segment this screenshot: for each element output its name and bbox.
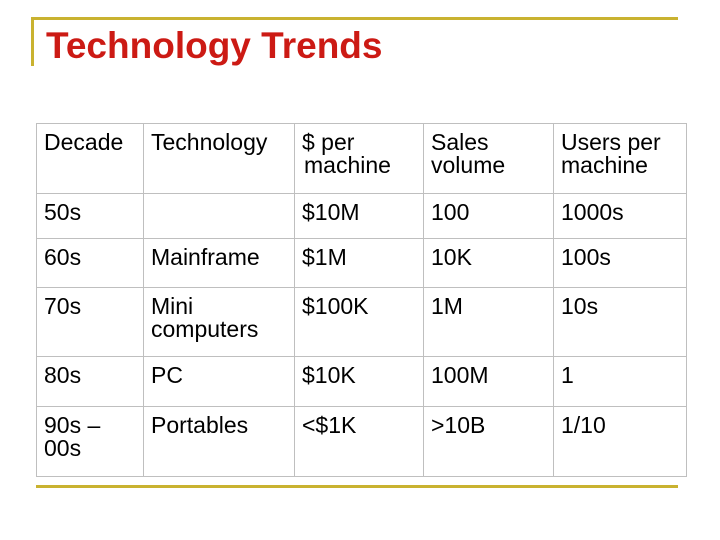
table-row: 50s $10M 100 1000s [36,193,687,239]
cell-decade-line1: 80s [44,362,82,388]
cell-price: $10K [294,356,424,407]
slide-title: Technology Trends [46,25,383,66]
header-users-per-machine: Users per machine [553,123,687,194]
cell-technology-line2: computers [151,316,259,342]
cell-technology [143,193,295,239]
cell-technology: Mainframe [143,238,295,288]
cell-users: 1/10 [553,406,687,477]
title-accent-rule-top [31,17,678,20]
cell-users: 1 [553,356,687,407]
cell-price: $100K [294,287,424,357]
header-price-line2: machine [304,152,391,178]
cell-technology: Mini computers [143,287,295,357]
table-row: 90s – 00s Portables <$1K >10B 1/10 [36,406,687,477]
header-sales-line2: volume [431,152,506,178]
cell-sales: 10K [423,238,554,288]
cell-decade-line1: 70s [44,293,82,319]
cell-decade: 60s [36,238,144,288]
cell-users: 100s [553,238,687,288]
cell-decade: 80s [36,356,144,407]
cell-decade: 70s [36,287,144,357]
cell-decade-line1: 90s – [44,412,101,438]
table-row: 70s Mini computers $100K 1M 10s [36,287,687,357]
table-header-row: Decade Technology $ per machine Sales vo… [36,123,687,194]
cell-decade-line1: 60s [44,244,82,270]
header-decade: Decade [36,123,144,194]
table-row: 80s PC $10K 100M 1 [36,356,687,407]
cell-technology-line1: Mainframe [151,244,260,270]
cell-sales: 100M [423,356,554,407]
header-users-line1: Users per [561,129,661,155]
header-price-line1: $ per [302,129,355,155]
cell-technology: Portables [143,406,295,477]
header-technology-label: Technology [151,129,268,155]
header-sales-volume: Sales volume [423,123,554,194]
cell-sales: >10B [423,406,554,477]
header-sales-line1: Sales [431,129,489,155]
table-row: 60s Mainframe $1M 10K 100s [36,238,687,288]
technology-trends-table: Decade Technology $ per machine Sales vo… [36,123,687,477]
cell-technology: PC [143,356,295,407]
cell-users: 10s [553,287,687,357]
bottom-accent-rule [36,485,678,488]
cell-decade-line2: 00s [44,435,82,461]
cell-users: 1000s [553,193,687,239]
title-accent-rule-left [31,17,34,66]
cell-sales: 1M [423,287,554,357]
cell-decade: 90s – 00s [36,406,144,477]
cell-price: $1M [294,238,424,288]
cell-price: $10M [294,193,424,239]
cell-technology-line1: Mini [151,293,194,319]
cell-decade: 50s [36,193,144,239]
cell-technology-line1: PC [151,362,183,388]
cell-price: <$1K [294,406,424,477]
cell-technology-line1: Portables [151,412,249,438]
cell-sales: 100 [423,193,554,239]
cell-decade-line1: 50s [44,199,82,225]
header-users-line2: machine [561,152,648,178]
header-price-per-machine: $ per machine [294,123,424,194]
header-decade-label: Decade [44,129,124,155]
header-technology: Technology [143,123,295,194]
